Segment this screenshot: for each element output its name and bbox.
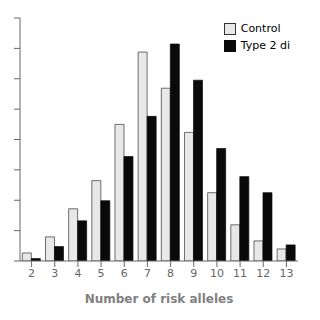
svg-text:11: 11	[233, 267, 247, 280]
svg-text:12: 12	[256, 267, 270, 280]
svg-text:Number of risk alleles: Number of risk alleles	[85, 292, 234, 306]
svg-text:3: 3	[51, 267, 58, 280]
html-text:Type 2 di: Type 2 di	[240, 39, 290, 52]
svg-text:8: 8	[167, 267, 174, 280]
html-text:Control: Control	[240, 22, 281, 35]
svg-text:7: 7	[144, 267, 151, 280]
svg-text:10: 10	[210, 267, 224, 280]
svg-text:4: 4	[74, 267, 81, 280]
svg-text:2: 2	[28, 267, 35, 280]
svg-text:5: 5	[98, 267, 105, 280]
svg-text:9: 9	[190, 267, 197, 280]
svg-text:13: 13	[279, 267, 293, 280]
svg-text:6: 6	[121, 267, 128, 280]
